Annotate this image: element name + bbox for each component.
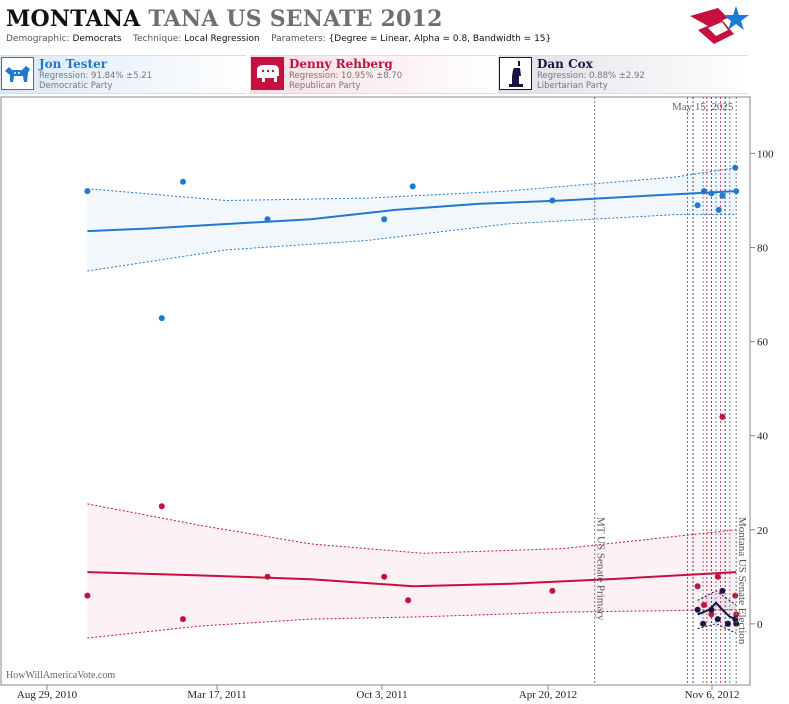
data-point (733, 620, 740, 627)
candidate-card-rehberg: Denny Rehberg Regression: 10.95% ±8.70 R… (250, 55, 496, 94)
data-point (694, 202, 701, 209)
candidate-regression: Regression: 0.88% ±2.92 (537, 71, 645, 81)
confidence-band-0 (87, 167, 737, 271)
confidence-lower-0 (87, 214, 737, 272)
watermark: HowWillAmericaVote.com (6, 670, 115, 681)
data-point (719, 413, 726, 420)
candidate-name: Jon Tester (39, 57, 108, 71)
candidate-regression: Regression: 10.95% ±8.70 (289, 71, 403, 81)
demographic-value: Democrats (72, 34, 122, 44)
trend-line-2 (697, 601, 737, 621)
data-point (701, 188, 707, 195)
donkey-icon (1, 57, 34, 90)
liberty-statue-icon (499, 57, 532, 90)
candidate-party: Democratic Party (39, 81, 113, 91)
data-point (549, 587, 556, 594)
data-point (714, 573, 721, 580)
data-point (701, 602, 707, 608)
candidate-regression: Regression: 91.84% ±5.21 (39, 71, 153, 81)
trend-line-0 (87, 190, 737, 233)
data-point (724, 620, 731, 627)
data-point (158, 315, 165, 322)
parameters-line: Demographic: Democrats Technique: Local … (6, 34, 551, 44)
confidence-lower-2 (697, 623, 737, 634)
y-tick-label: 40 (757, 431, 769, 443)
data-point (700, 620, 707, 627)
candidate-card-tester: Jon Tester Regression: 91.84% ±5.21 Demo… (0, 55, 246, 94)
y-tick-label: 80 (757, 243, 769, 255)
confidence-band-1 (87, 503, 737, 638)
trend-lines (87, 190, 737, 621)
data-point (409, 183, 416, 190)
data-point (714, 616, 721, 623)
data-point (381, 216, 388, 223)
data-point (732, 592, 739, 599)
x-tick-label: Apr 20, 2012 (519, 689, 577, 701)
y-tick-label: 60 (757, 337, 769, 349)
data-point (719, 192, 726, 199)
data-point (84, 592, 91, 599)
confidence-lower-1 (87, 609, 737, 639)
x-tick-label: Oct 3, 2011 (356, 689, 407, 701)
title-race: TANA US SENATE 2012 (148, 6, 443, 32)
data-point (715, 206, 722, 213)
trend-line-1 (87, 571, 737, 588)
title-state: MONTANA (6, 6, 141, 32)
event-label: Montana US Senate Election (736, 517, 748, 645)
candidate-party: Libertarian Party (537, 81, 608, 91)
confidence-upper-1 (87, 503, 737, 554)
data-point (180, 616, 186, 623)
technique-value: Local Regression (184, 34, 260, 44)
data-point (158, 503, 165, 510)
plot-frame (0, 96, 751, 686)
data-point (732, 616, 739, 623)
y-tick-label: 20 (757, 525, 769, 537)
data-point (84, 188, 91, 195)
data-point (708, 606, 715, 613)
poll-date-lines (687, 97, 731, 685)
x-axis: Aug 29, 2010 Mar 17, 2011 Oct 3, 2011 Apr 2… (17, 685, 739, 701)
candidate-card-cox: Dan Cox Regression: 0.88% ±2.92 Libertar… (498, 55, 748, 94)
y-tick-label: 0 (757, 619, 763, 631)
poll-points (84, 164, 740, 627)
elephant-icon (251, 57, 284, 90)
data-point (708, 611, 715, 618)
data-point (732, 164, 739, 171)
data-point (549, 197, 556, 204)
confidence-bands (87, 167, 737, 639)
data-point (694, 583, 701, 590)
y-axis: 0 20 40 60 80 100 (750, 148, 774, 631)
event-lines: MT US Senate Primary Montana US Senate El… (594, 97, 748, 685)
x-tick-label: Mar 17, 2011 (187, 689, 246, 701)
parameters-value: {Degree = Linear, Alpha = 0.8, Bandwidth… (328, 34, 552, 44)
x-tick-label: Nov 6, 2012 (685, 689, 740, 701)
y-tick-label: 100 (757, 148, 774, 160)
data-point (264, 573, 271, 580)
data-point (694, 606, 701, 613)
site-logo-icon (690, 6, 749, 44)
technique-label: Technique: (133, 34, 182, 44)
data-point (180, 178, 186, 185)
data-point (719, 587, 726, 594)
confidence-upper-0 (87, 167, 737, 202)
candidate-name: Denny Rehberg (289, 57, 393, 71)
page-title: MONTANA TANA US SENATE 2012 (6, 6, 443, 32)
data-point (733, 188, 740, 195)
demographic-label: Demographic: (6, 34, 70, 44)
data-point (264, 216, 271, 223)
candidate-name: Dan Cox (537, 57, 593, 71)
parameters-label: Parameters: (271, 34, 326, 44)
data-point (405, 597, 412, 604)
data-point (708, 190, 715, 197)
confidence-upper-2 (697, 590, 737, 606)
chart-header: MONTANA TANA US SENATE 2012 Demographic:… (0, 0, 789, 55)
data-point (381, 573, 388, 580)
x-tick-label: Aug 29, 2010 (17, 689, 78, 701)
date-stamp: May 15, 2025 (672, 101, 734, 113)
event-label: MT US Senate Primary (595, 517, 607, 621)
candidate-party: Republican Party (289, 81, 361, 91)
